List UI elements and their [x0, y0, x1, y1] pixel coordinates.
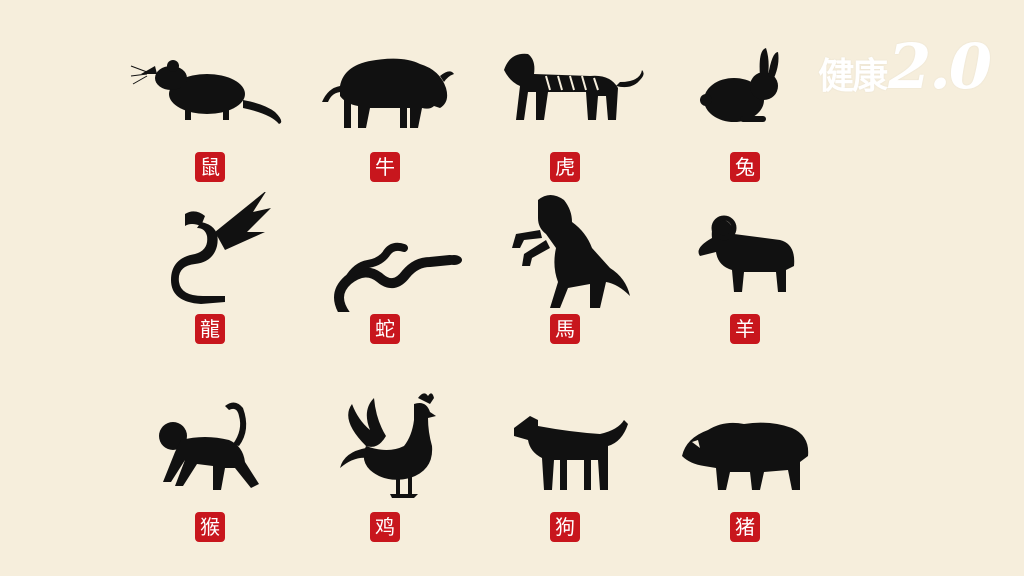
zodiac-tiger: 虎 — [480, 30, 650, 200]
seal-label-pig: 猪 — [730, 512, 760, 542]
zodiac-dragon: 龍 — [125, 192, 295, 362]
seal-label-dragon: 龍 — [195, 314, 225, 344]
zodiac-rooster: 鸡 — [300, 390, 470, 560]
seal-label-rabbit: 兔 — [730, 152, 760, 182]
snake-icon — [334, 242, 462, 312]
seal-label-horse: 馬 — [550, 314, 580, 344]
zodiac-horse: 馬 — [480, 192, 650, 362]
horse-icon — [512, 195, 630, 308]
zodiac-rabbit: 兔 — [660, 30, 830, 200]
zodiac-goat: 羊 — [660, 192, 830, 362]
seal-label-tiger: 虎 — [550, 152, 580, 182]
zodiac-pig: 猪 — [660, 390, 830, 560]
seal-label-rooster: 鸡 — [370, 512, 400, 542]
zodiac-ox: 牛 — [300, 30, 470, 200]
brand-logo-version: 2.0 — [888, 30, 992, 103]
seal-label-dog: 狗 — [550, 512, 580, 542]
rat-icon — [130, 60, 282, 124]
pig-icon — [682, 422, 809, 490]
zodiac-monkey: 猴 — [125, 390, 295, 560]
tiger-icon — [504, 53, 644, 120]
goat-icon — [698, 215, 795, 292]
brand-logo: 健康 2.0 — [818, 30, 992, 103]
monkey-icon — [159, 402, 259, 490]
brand-logo-name: 健康 — [818, 56, 888, 97]
dragon-icon — [171, 192, 271, 304]
seal-label-snake: 蛇 — [370, 314, 400, 344]
dog-icon — [514, 416, 628, 490]
seal-label-rat: 鼠 — [195, 152, 225, 182]
seal-label-goat: 羊 — [730, 314, 760, 344]
zodiac-snake: 蛇 — [300, 192, 470, 362]
ox-icon — [322, 58, 454, 128]
seal-label-monkey: 猴 — [195, 512, 225, 542]
rabbit-icon — [700, 48, 779, 122]
rooster-icon — [340, 393, 436, 498]
seal-label-ox: 牛 — [370, 152, 400, 182]
zodiac-dog: 狗 — [480, 390, 650, 560]
zodiac-rat: 鼠 — [125, 30, 295, 200]
